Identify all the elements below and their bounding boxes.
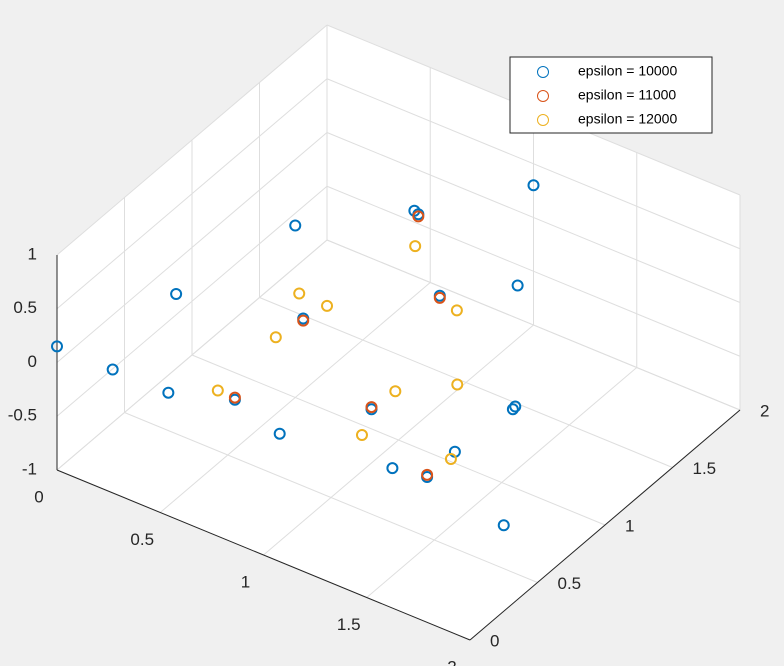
- z-tick-label: 0: [28, 352, 37, 371]
- data-point: [211, 384, 224, 397]
- grid-line: [56, 239, 328, 471]
- data-point: [497, 519, 510, 532]
- y-tick-label: 1: [625, 516, 634, 535]
- y-tick-label: 1.5: [693, 459, 717, 478]
- data-point: [421, 468, 434, 481]
- data-point: [297, 314, 310, 327]
- z-tick-label: -0.5: [8, 406, 37, 425]
- data-point: [433, 291, 446, 304]
- data-point: [511, 279, 524, 292]
- x-tick-label: 1.5: [337, 615, 361, 634]
- legend-marker: [537, 90, 549, 102]
- data-point: [389, 385, 402, 398]
- legend-label: epsilon = 10000: [578, 63, 677, 79]
- y-tick-label: 0.5: [558, 574, 582, 593]
- x-tick-label: 2: [447, 657, 456, 666]
- axis-line: [56, 469, 471, 641]
- data-point: [509, 400, 522, 413]
- data-point: [409, 240, 422, 253]
- data-point: [228, 391, 241, 404]
- data-point: [355, 429, 368, 441]
- data-point: [365, 401, 378, 414]
- legend-label: epsilon = 12000: [578, 111, 677, 127]
- y-tick-label: 0: [490, 631, 499, 650]
- data-point: [451, 378, 464, 391]
- legend-label: epsilon = 11000: [578, 87, 676, 103]
- z-tick-label: -1: [22, 459, 37, 478]
- legend-box: [509, 56, 713, 134]
- data-point: [444, 453, 457, 465]
- x-tick-label: 0.5: [130, 530, 154, 549]
- data-point: [51, 340, 63, 353]
- data-point: [321, 299, 334, 312]
- z-tick-label: 0.5: [13, 298, 37, 317]
- data-point: [106, 363, 119, 376]
- y-tick-label: 2: [760, 401, 769, 420]
- data-point: [412, 210, 425, 223]
- axes: 0 0.5 1 1.5 2 0 0.5 1 1.5 2 -1 -0.5 0 0.5 1: [8, 24, 769, 666]
- grid-line: [191, 354, 606, 526]
- grid-line: [259, 297, 673, 468]
- x-tick-label: 1: [241, 572, 250, 591]
- grid-line: [326, 185, 741, 357]
- data-point: [527, 179, 540, 192]
- data-point: [162, 386, 175, 399]
- data-point: [170, 288, 183, 300]
- grid-line: [326, 78, 741, 250]
- grid-line: [56, 24, 328, 256]
- axis-line: [469, 409, 741, 641]
- z-tick-label: 1: [28, 244, 37, 263]
- grid-line: [56, 185, 328, 417]
- data-point: [293, 287, 306, 300]
- data-point: [273, 427, 286, 440]
- legend-marker: [537, 114, 549, 126]
- grid-line: [56, 78, 328, 310]
- grid-line: [326, 239, 741, 411]
- grid-line: [326, 132, 741, 303]
- grid-line: [124, 412, 538, 583]
- legend: epsilon = 10000 epsilon = 11000 epsilon = …: [509, 56, 713, 134]
- grid-line: [56, 132, 328, 363]
- data-point: [450, 304, 463, 317]
- data-point: [506, 403, 519, 416]
- data-point: [386, 462, 399, 475]
- marks: [51, 179, 540, 532]
- x-tick-label: 0: [34, 487, 43, 506]
- data-point: [289, 219, 302, 232]
- legend-marker: [537, 66, 549, 78]
- data-point: [269, 331, 282, 344]
